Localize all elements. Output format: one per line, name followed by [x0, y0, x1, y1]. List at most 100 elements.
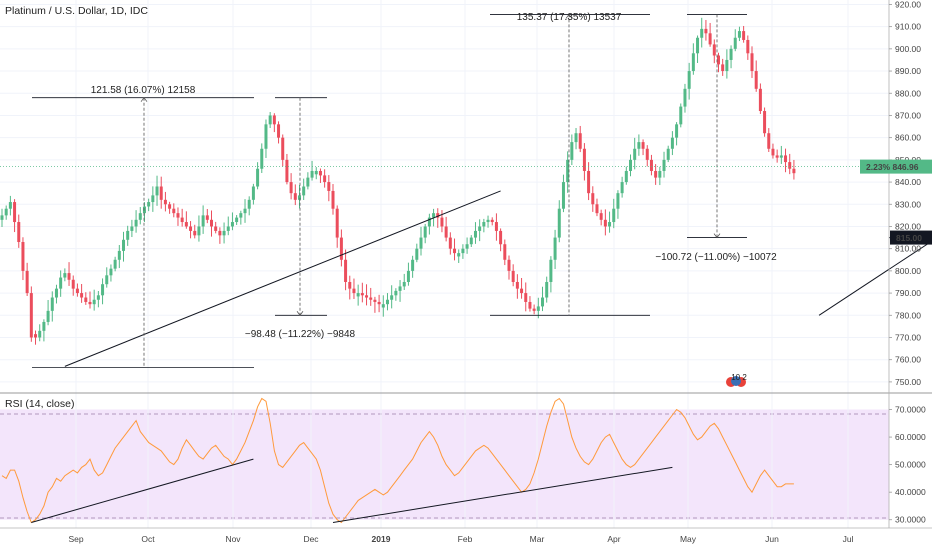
candle-body [339, 237, 343, 260]
candle-body [381, 304, 385, 308]
candle-body [616, 193, 620, 209]
candle-body [666, 148, 670, 160]
candle-body [683, 88, 687, 107]
range-2-arrowhead [296, 311, 304, 316]
candle-body [356, 293, 360, 297]
candle-body [641, 142, 645, 149]
candle-body [708, 33, 712, 45]
candle-body [289, 182, 293, 194]
candle-body [511, 270, 515, 282]
candle-body [335, 208, 339, 238]
candle-body [515, 281, 519, 289]
candle-body [385, 299, 389, 305]
candle-body [80, 293, 84, 298]
candle-body [494, 222, 498, 231]
candle-body [63, 273, 67, 278]
candle-body [189, 226, 193, 231]
candle-body [561, 182, 565, 209]
candle-body [247, 199, 251, 209]
candle-body [629, 159, 632, 171]
x-tick-label: Jul [843, 534, 854, 544]
candle-body [427, 217, 431, 227]
candle-body [21, 242, 25, 271]
candle-body [411, 259, 415, 271]
trendline [818, 240, 932, 316]
x-tick-label: Feb [458, 534, 473, 544]
candle-body [348, 281, 352, 289]
y-tick-label: 900.00 [895, 44, 921, 54]
range-4-label: −100.72 (−11.00%) −10072 [655, 252, 777, 263]
candle-body [105, 275, 109, 285]
candle-body [101, 284, 105, 296]
candle-body [520, 288, 524, 294]
candle-body [84, 297, 88, 302]
candle-body [473, 230, 477, 238]
y-tick-label: 860.00 [895, 133, 921, 143]
x-tick-label: Mar [530, 534, 545, 544]
candle-body [142, 206, 146, 214]
y-tick-label: 790.00 [895, 288, 921, 298]
candle-body [193, 230, 197, 236]
news-badge[interactable]: 10 2 [726, 373, 747, 387]
y-tick-label: 760.00 [895, 355, 921, 365]
rsi-axis[interactable]: 30.0000 40.0000 50.0000 60.0000 70.0000 [889, 405, 926, 525]
candle-body [603, 219, 607, 227]
candle-body [159, 186, 163, 200]
candle-body [230, 222, 234, 227]
candle-body [461, 248, 465, 254]
candle-body [541, 297, 545, 307]
candle-body [574, 133, 578, 143]
candle-body [310, 170, 314, 178]
trendline [64, 190, 501, 367]
y-tick-label: 840.00 [895, 177, 921, 187]
candle-body [742, 31, 746, 40]
candle-body [545, 281, 549, 298]
candle-body [226, 226, 230, 231]
candle-body [109, 268, 113, 276]
rsi-line [1, 397, 794, 524]
candle-body [658, 170, 662, 178]
candle-body [122, 239, 126, 251]
candle-body [168, 204, 172, 209]
candle-body [222, 230, 226, 236]
candle-body [29, 293, 33, 338]
price-axis[interactable]: 750.00 760.00 770.00 780.00 790.00 800.00 810.… [889, 0, 921, 387]
candle-body [365, 295, 369, 298]
rsi-tick-label: 40.0000 [895, 487, 926, 497]
y-tick-label: 890.00 [895, 66, 921, 76]
candle-body [758, 88, 762, 112]
candle-body [67, 273, 71, 280]
candle-body [679, 106, 683, 125]
candle-body [331, 190, 335, 209]
candle-body [792, 168, 796, 174]
candle-body [570, 142, 574, 160]
candle-body [38, 330, 42, 338]
y-tick-label: 820.00 [895, 221, 921, 231]
candle-body [184, 222, 188, 227]
candle-body [415, 248, 419, 260]
candle-body [402, 281, 406, 287]
candle-body [306, 177, 310, 187]
last-price-label: 2.23% 846.96 [866, 162, 919, 172]
y-tick-label: 910.00 [895, 22, 921, 32]
candle-body [696, 37, 700, 54]
candle-body [763, 111, 767, 134]
candle-body [163, 199, 167, 205]
candle-body [478, 226, 482, 231]
candle-body [71, 279, 75, 289]
candle-body [88, 301, 92, 305]
candle-body [767, 133, 771, 149]
price-labels: 2.23% 846.96 815.00 [860, 159, 932, 245]
candle-body [251, 186, 255, 200]
candle-body [210, 219, 213, 227]
candle-body [582, 148, 586, 171]
time-axis[interactable]: Sep Oct Nov Dec 2019 Feb Mar Apr May Jun Jul [68, 534, 853, 544]
candle-body [716, 55, 720, 65]
candle-body [649, 159, 653, 171]
candle-body [608, 222, 612, 227]
x-tick-label: Dec [303, 534, 319, 544]
candle-body [344, 259, 348, 282]
x-tick-label: 2019 [372, 534, 391, 544]
y-tick-label: 830.00 [895, 199, 921, 209]
